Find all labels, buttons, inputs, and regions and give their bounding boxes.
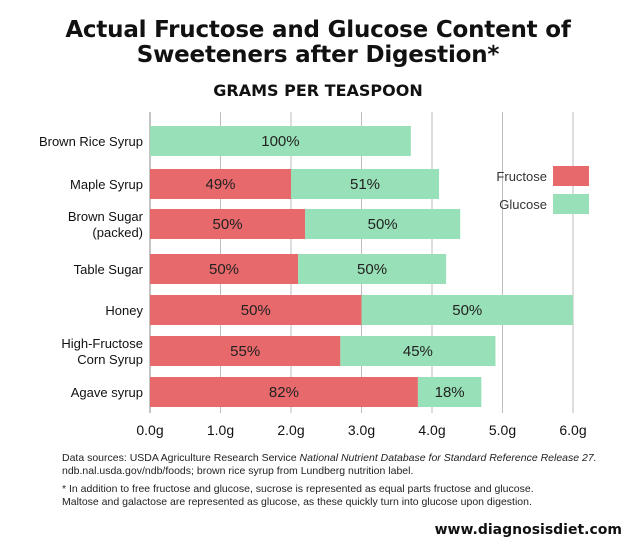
bar-glucose-5	[340, 336, 496, 366]
bar-label-glucose-2: 50%	[368, 216, 398, 233]
bar-label-fructose-1: 49%	[205, 176, 235, 193]
bar-glucose-2	[305, 209, 461, 239]
category-label-line: Brown Rice Syrup	[39, 134, 143, 149]
source-line2: ndb.nal.usda.gov/ndb/foods; brown rice s…	[62, 465, 414, 477]
source-database-name: National Nutrient Database for Standard …	[299, 452, 597, 464]
category-label-line: (packed)	[92, 225, 143, 240]
bar-glucose-4	[361, 295, 573, 325]
legend-label-fructose: Fructose	[496, 169, 547, 184]
x-tick-label-4: 4.0g	[418, 422, 445, 438]
bar-glucose-1	[291, 169, 440, 199]
bar-fructose-2	[150, 209, 306, 239]
bar-fructose-5	[150, 336, 341, 366]
category-label-1: Maple Syrup	[70, 177, 143, 192]
asterisk-note: * In addition to free fructose and gluco…	[62, 483, 632, 509]
bar-label-glucose-6: 18%	[435, 384, 465, 401]
x-tick-label-1: 1.0g	[207, 422, 234, 438]
category-label-4: Honey	[105, 303, 143, 318]
x-tick-label-6: 6.0g	[559, 422, 586, 438]
bar-label-fructose-6: 82%	[269, 384, 299, 401]
bar-label-fructose-2: 50%	[213, 216, 243, 233]
chart-subtitle: GRAMS PER TEASPOON	[213, 81, 423, 100]
category-label-6: Agave syrup	[71, 385, 143, 400]
bar-label-fructose-3: 50%	[209, 261, 239, 278]
footnotes: Data sources: USDA Agriculture Research …	[62, 452, 632, 514]
bar-label-glucose-0: 100%	[261, 133, 299, 150]
category-label-line: High-Fructose	[61, 336, 143, 351]
category-label-line: Brown Sugar	[68, 209, 144, 224]
bar-glucose-6	[417, 377, 482, 407]
stacked-bar-chart: 100% Brown Rice Syrup 49% 51% Maple Syrup 50%…	[39, 112, 589, 438]
x-tick-label-2: 2.0g	[277, 422, 304, 438]
category-label-line: Maple Syrup	[70, 177, 143, 192]
bar-fructose-4	[150, 295, 362, 325]
bar-label-glucose-1: 51%	[350, 176, 380, 193]
chart-title-line1: Actual Fructose and Glucose Content of	[65, 17, 571, 43]
bar-label-glucose-3: 50%	[357, 261, 387, 278]
category-label-2: Brown Sugar (packed)	[68, 209, 144, 240]
x-tick-label-0: 0.0g	[136, 422, 163, 438]
bar-label-fructose-4: 50%	[241, 302, 271, 319]
bar-label-glucose-4: 50%	[452, 302, 482, 319]
bar-glucose-0	[150, 126, 411, 156]
source-prefix: Data sources: USDA Agriculture Research …	[62, 452, 300, 464]
bar-label-fructose-5: 55%	[230, 343, 260, 360]
bar-label-glucose-5: 45%	[403, 343, 433, 360]
data-sources-note: Data sources: USDA Agriculture Research …	[62, 452, 632, 478]
chart-title: Actual Fructose and Glucose Content of S…	[0, 18, 636, 68]
category-label-line: Table Sugar	[74, 262, 144, 277]
category-label-line: Corn Syrup	[77, 352, 143, 367]
bar-fructose-3	[150, 254, 299, 284]
bar-fructose-6	[150, 377, 418, 407]
note-line1: * In addition to free fructose and gluco…	[62, 483, 534, 495]
bar-fructose-1	[150, 169, 291, 199]
chart-title-line2: Sweeteners after Digestion*	[136, 42, 500, 68]
legend-label-glucose: Glucose	[499, 197, 547, 212]
legend-swatch-glucose	[553, 194, 589, 214]
category-label-0: Brown Rice Syrup	[39, 134, 143, 149]
category-label-3: Table Sugar	[74, 262, 144, 277]
bar-glucose-3	[298, 254, 447, 284]
category-label-line: Honey	[105, 303, 143, 318]
note-line2: Maltose and galactose are represented as…	[62, 496, 532, 508]
x-tick-label-3: 3.0g	[348, 422, 375, 438]
legend-swatch-fructose	[553, 166, 589, 186]
category-label-line: Agave syrup	[71, 385, 143, 400]
category-label-5: High-Fructose Corn Syrup	[61, 336, 143, 367]
x-tick-label-5: 5.0g	[489, 422, 516, 438]
website-url[interactable]: www.diagnosisdiet.com	[434, 522, 622, 538]
